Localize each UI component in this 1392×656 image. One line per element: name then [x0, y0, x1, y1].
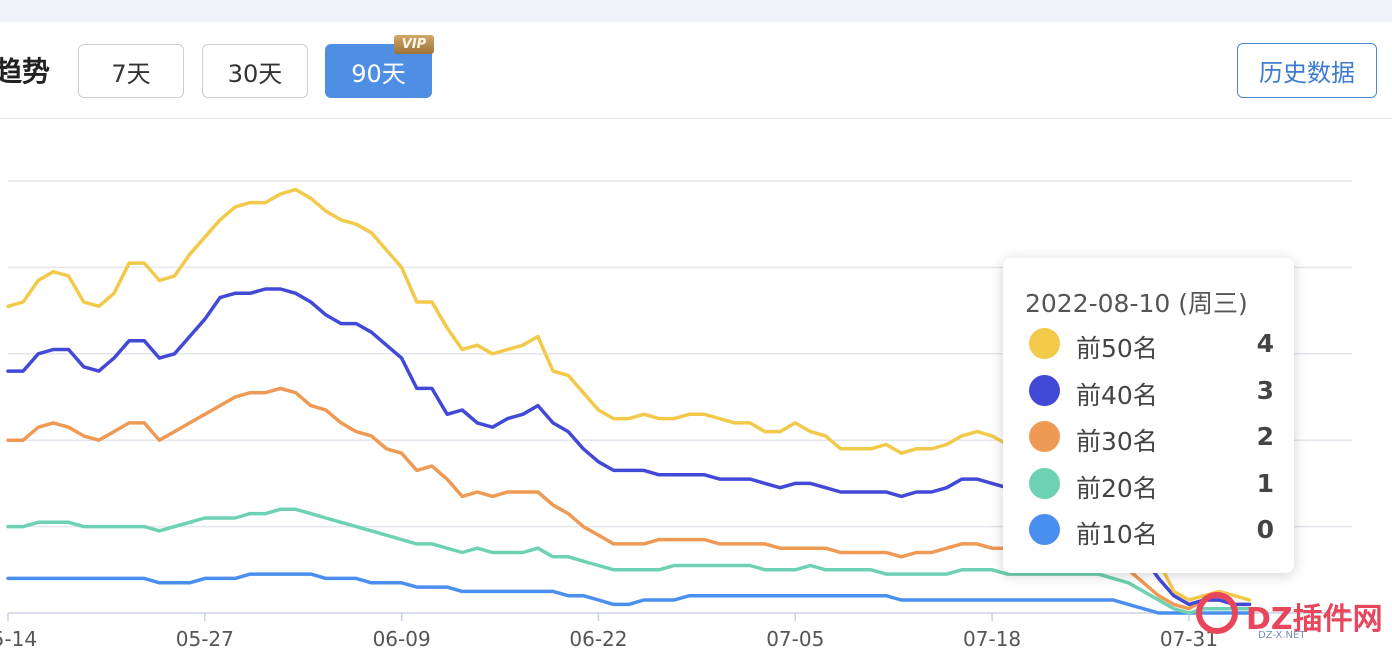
- tooltip-series-value: 1: [1256, 468, 1274, 498]
- tooltip-series-label: 前50名: [1076, 334, 1158, 363]
- tooltip-row: 前40名 3: [1029, 371, 1274, 411]
- x-tick-label: 07-05: [766, 627, 824, 651]
- history-data-button[interactable]: 历史数据: [1237, 43, 1377, 98]
- x-tick-label: 05-27: [176, 627, 234, 651]
- tooltip-row: 前50名 4: [1029, 324, 1274, 364]
- watermark: DZ插件网 DZ-X.NET: [1196, 588, 1383, 648]
- series-color-dot: [1029, 421, 1060, 452]
- series-line: [6, 507, 1252, 615]
- header-divider: [0, 118, 1392, 119]
- tooltip-date: 2022-08-10 (周三): [1025, 289, 1248, 318]
- series-color-dot: [1029, 514, 1060, 545]
- series-color-dot: [1029, 467, 1060, 499]
- x-tick-label: 06-09: [373, 627, 431, 651]
- range-7d-button[interactable]: 7天: [78, 44, 184, 98]
- x-tick-label: 07-18: [963, 627, 1021, 651]
- tooltip-series-label: 前20名: [1076, 473, 1158, 503]
- series-color-dot: [1029, 374, 1060, 406]
- tooltip-row: 前10名 0: [1029, 510, 1274, 550]
- tooltip-series-value: 4: [1256, 329, 1274, 358]
- range-30d-button[interactable]: 30天: [202, 44, 308, 98]
- series-color-dot: [1029, 328, 1060, 359]
- tooltip-series-value: 0: [1256, 515, 1274, 544]
- tooltip-series-value: 3: [1256, 375, 1274, 405]
- tooltip-series-label: 前10名: [1076, 520, 1158, 549]
- tooltip-series-label: 前30名: [1076, 427, 1158, 456]
- tooltip-series-label: 前40名: [1076, 380, 1158, 410]
- tooltip-row: 前30名 2: [1029, 417, 1274, 457]
- tooltip-series-value: 2: [1256, 422, 1274, 451]
- x-tick-label: 05-14: [0, 627, 37, 651]
- chart-tooltip: 2022-08-10 (周三) 前50名 4 前40名 3 前30名 2 前20名 1 前10名…: [1003, 258, 1294, 573]
- watermark-text: DZ插件网: [1246, 602, 1383, 637]
- series-line: [6, 572, 1252, 615]
- top-strip: [0, 0, 1392, 22]
- vip-badge: VIP: [394, 35, 434, 54]
- section-title: 趋势: [0, 55, 51, 88]
- watermark-logo-icon: [1196, 592, 1238, 634]
- x-tick-label: 06-22: [569, 627, 627, 651]
- watermark-subtext: DZ-X.NET: [1258, 630, 1306, 641]
- tooltip-row: 前20名 1: [1029, 464, 1274, 504]
